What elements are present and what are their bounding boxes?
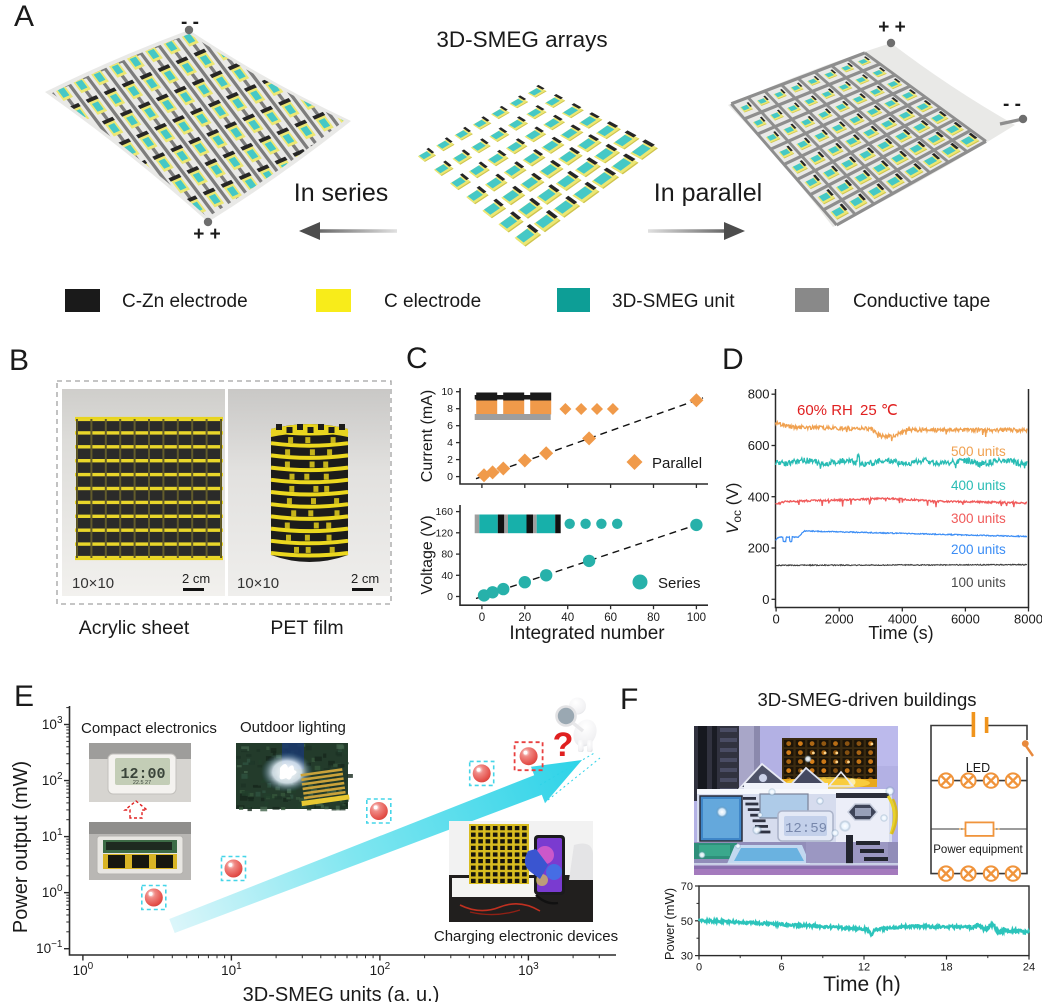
svg-text:10×10: 10×10 bbox=[72, 575, 114, 592]
svg-text:F: F bbox=[620, 683, 638, 716]
svg-text:600: 600 bbox=[748, 438, 770, 453]
svg-text:8: 8 bbox=[447, 403, 453, 415]
svg-text:Voltage (V): Voltage (V) bbox=[419, 515, 436, 594]
svg-text:400: 400 bbox=[748, 489, 770, 504]
svg-text:6: 6 bbox=[778, 962, 784, 974]
svg-text:40: 40 bbox=[561, 612, 574, 624]
svg-text:Time (h): Time (h) bbox=[823, 973, 900, 996]
svg-text:Acrylic sheet: Acrylic sheet bbox=[79, 617, 190, 639]
svg-text:10×10: 10×10 bbox=[237, 575, 279, 592]
svg-text:3D-SMEG arrays: 3D-SMEG arrays bbox=[436, 27, 607, 52]
svg-text:Conductive tape: Conductive tape bbox=[853, 291, 990, 312]
svg-text:60% RH: 60% RH bbox=[797, 402, 853, 419]
svg-text:80: 80 bbox=[647, 612, 660, 624]
svg-text:C electrode: C electrode bbox=[384, 291, 481, 312]
svg-text:?: ? bbox=[553, 726, 574, 764]
svg-text:3D-SMEG-driven buildings: 3D-SMEG-driven buildings bbox=[757, 689, 976, 710]
svg-text:Series: Series bbox=[658, 575, 701, 592]
svg-text:30: 30 bbox=[681, 951, 693, 963]
svg-text:C-Zn electrode: C-Zn electrode bbox=[122, 291, 248, 312]
svg-text:6: 6 bbox=[447, 420, 453, 432]
svg-text:0: 0 bbox=[479, 612, 485, 624]
svg-text:200: 200 bbox=[748, 541, 770, 556]
svg-text:Time (s): Time (s) bbox=[868, 623, 933, 643]
svg-text:In series: In series bbox=[294, 179, 388, 207]
svg-text:2 cm: 2 cm bbox=[182, 571, 210, 586]
svg-text:0: 0 bbox=[696, 962, 702, 974]
svg-text:B: B bbox=[9, 344, 29, 377]
svg-text:2: 2 bbox=[447, 454, 453, 466]
svg-text:Charging electronic devices: Charging electronic devices bbox=[434, 928, 618, 945]
svg-text:A: A bbox=[14, 0, 34, 33]
svg-text:20: 20 bbox=[518, 612, 531, 624]
svg-text:4: 4 bbox=[447, 437, 453, 449]
svg-text:8000: 8000 bbox=[1014, 612, 1042, 627]
svg-text:12:00: 12:00 bbox=[120, 766, 165, 783]
svg-text:60: 60 bbox=[604, 612, 617, 624]
svg-text:24: 24 bbox=[1023, 962, 1035, 974]
svg-text:In parallel: In parallel bbox=[654, 179, 762, 207]
svg-text:160: 160 bbox=[435, 506, 453, 518]
svg-text:4000: 4000 bbox=[888, 612, 917, 627]
svg-text:10: 10 bbox=[441, 386, 453, 398]
svg-text:18: 18 bbox=[940, 962, 952, 974]
svg-text:12:59: 12:59 bbox=[785, 821, 827, 837]
svg-text:100 units: 100 units bbox=[951, 575, 1006, 590]
svg-text:40: 40 bbox=[441, 570, 453, 582]
svg-text:Outdoor lighting: Outdoor lighting bbox=[240, 719, 346, 736]
svg-text:25 ℃: 25 ℃ bbox=[860, 402, 898, 419]
svg-text:500 units: 500 units bbox=[951, 444, 1006, 459]
svg-text:12: 12 bbox=[858, 962, 870, 974]
svg-text:6000: 6000 bbox=[951, 612, 980, 627]
svg-text:PET film: PET film bbox=[270, 617, 343, 639]
svg-text:400 units: 400 units bbox=[951, 478, 1006, 493]
svg-text:- -: - - bbox=[1003, 94, 1021, 115]
svg-text:2 cm: 2 cm bbox=[351, 571, 379, 586]
svg-text:Power (mW): Power (mW) bbox=[662, 888, 677, 960]
svg-text:0: 0 bbox=[772, 612, 779, 627]
svg-text:22.5 27: 22.5 27 bbox=[133, 780, 151, 786]
svg-text:0: 0 bbox=[762, 592, 769, 607]
svg-text:3D-SMEG unit: 3D-SMEG unit bbox=[612, 291, 735, 312]
svg-text:2000: 2000 bbox=[825, 612, 854, 627]
svg-text:Power output (mW): Power output (mW) bbox=[10, 761, 32, 933]
svg-text:Power equipment: Power equipment bbox=[933, 844, 1023, 856]
svg-text:Parallel: Parallel bbox=[652, 455, 702, 472]
svg-text:Integrated number: Integrated number bbox=[509, 623, 665, 644]
svg-text:3D-SMEG units (a. u.): 3D-SMEG units (a. u.) bbox=[243, 984, 440, 1002]
svg-text:0: 0 bbox=[447, 471, 453, 483]
svg-text:50: 50 bbox=[681, 916, 693, 928]
svg-text:100: 100 bbox=[687, 612, 706, 624]
svg-text:300 units: 300 units bbox=[951, 511, 1006, 526]
svg-text:LED: LED bbox=[966, 761, 990, 775]
svg-text:+ +: + + bbox=[878, 17, 905, 38]
svg-text:200 units: 200 units bbox=[951, 542, 1006, 557]
svg-text:0: 0 bbox=[447, 591, 453, 603]
svg-text:Current (mA): Current (mA) bbox=[419, 390, 436, 482]
svg-text:70: 70 bbox=[681, 881, 693, 893]
svg-text:Compact electronics: Compact electronics bbox=[81, 720, 217, 737]
svg-text:D: D bbox=[722, 343, 744, 376]
svg-text:- -: - - bbox=[181, 12, 199, 33]
svg-text:E: E bbox=[14, 680, 34, 713]
svg-text:Voc (V): Voc (V) bbox=[723, 483, 744, 534]
svg-text:+ +: + + bbox=[193, 224, 220, 245]
svg-text:800: 800 bbox=[748, 387, 770, 402]
svg-text:120: 120 bbox=[435, 527, 453, 539]
svg-text:80: 80 bbox=[441, 549, 453, 561]
svg-text:C: C bbox=[406, 342, 428, 375]
